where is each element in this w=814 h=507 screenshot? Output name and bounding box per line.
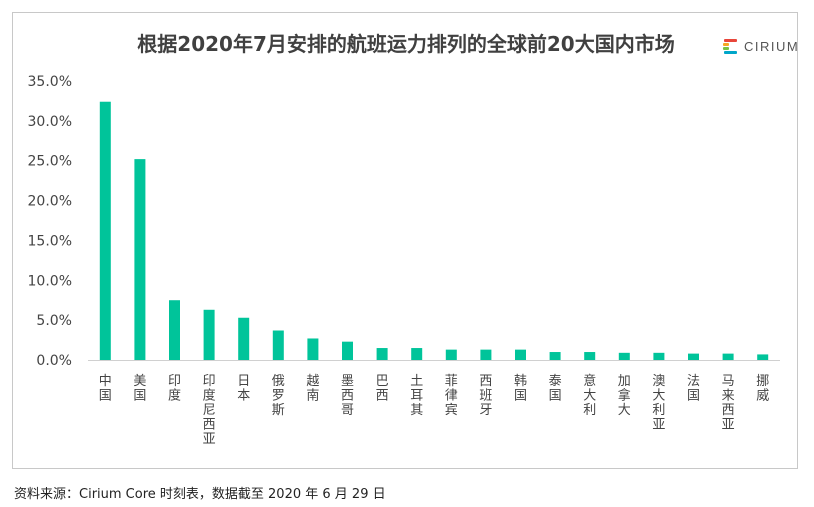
bar: [653, 352, 665, 360]
x-tick-label: 泰国: [549, 374, 562, 404]
x-tick-label: 俄罗斯: [272, 374, 285, 418]
bar: [584, 352, 596, 360]
x-tick-label: 巴西: [376, 374, 389, 404]
y-tick-label: 10.0%: [28, 273, 72, 289]
y-tick-label: 25.0%: [28, 154, 72, 170]
bar: [549, 352, 561, 360]
x-tick-label: 中国: [99, 374, 112, 404]
source-note: 资料来源：Cirium Core 时刻表，数据截至 2020 年 6 月 29 …: [14, 487, 386, 502]
bar: [342, 341, 353, 360]
x-tick-label: 印度: [168, 374, 181, 404]
chart-title: 根据2020年7月安排的航班运力排列的全球前20大国内市场: [137, 32, 675, 56]
bar: [480, 349, 492, 360]
bars: [99, 101, 769, 361]
chart-frame: [12, 12, 798, 469]
bar: [445, 349, 457, 360]
cirium-logo: CIRIUM: [722, 36, 799, 56]
x-tick-label: 意大利: [583, 373, 596, 418]
bar: [411, 348, 423, 360]
bar: [307, 338, 319, 360]
x-tick-label: 土耳其: [410, 374, 423, 418]
cirium-logo-text: CIRIUM: [744, 38, 800, 54]
x-tick-label: 美国: [133, 374, 146, 404]
x-tick-label: 菲律宾: [445, 374, 458, 418]
x-tick-label: 加拿大: [618, 374, 631, 418]
bar-chart: 0.0% 5.0% 10.0% 15.0% 20.0% 25.0% 30.0% 35.0% 中…: [28, 74, 780, 447]
bar: [134, 159, 146, 360]
y-tick-label: 0.0%: [36, 353, 72, 369]
x-tick-label: 印度尼西亚: [203, 374, 216, 447]
y-tick-label: 15.0%: [28, 233, 72, 249]
y-tick-label: 5.0%: [36, 313, 72, 329]
x-tick-label: 挪威: [756, 374, 769, 404]
bar: [618, 352, 630, 360]
x-tick-label: 马来西亚: [722, 374, 735, 433]
bar: [757, 354, 769, 360]
bar: [238, 317, 250, 360]
x-tick-label: 墨西哥: [341, 374, 354, 418]
bar: [688, 353, 699, 360]
bar: [376, 348, 388, 360]
bar: [203, 309, 215, 360]
bar: [99, 101, 111, 361]
x-tick-label: 越南: [306, 374, 319, 404]
x-tick-label: 日本: [237, 374, 250, 404]
y-tick-label: 20.0%: [28, 194, 72, 210]
y-tick-label: 30.0%: [28, 114, 72, 130]
y-axis: 0.0% 5.0% 10.0% 15.0% 20.0% 25.0% 30.0% 35.0%: [28, 74, 72, 369]
bar: [272, 330, 284, 360]
bar: [515, 349, 526, 360]
x-tick-label: 法国: [687, 374, 700, 404]
cirium-logo-icon: [723, 39, 737, 54]
x-tick-label: 西班牙: [479, 374, 492, 418]
y-tick-label: 35.0%: [28, 74, 72, 90]
bar: [169, 300, 180, 360]
x-tick-label: 韩国: [514, 374, 527, 404]
x-tick-label: 澳大利亚: [652, 373, 665, 433]
bar: [722, 353, 734, 360]
